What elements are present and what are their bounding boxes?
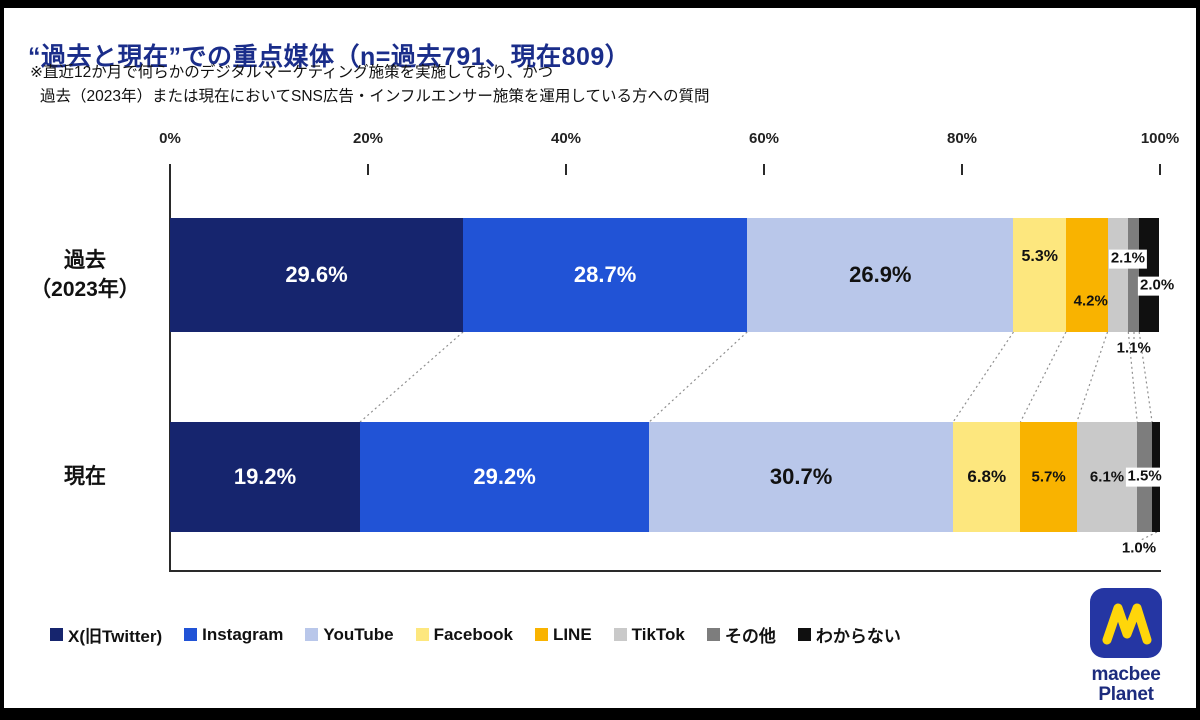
- subtitle-line-2: 過去（2023年）または現在においてSNS広告・インフルエンサー施策を運用してい…: [40, 88, 710, 105]
- segment-value-label: 6.1%: [1089, 468, 1125, 486]
- axis-tick: [565, 164, 567, 175]
- bar-segment: [1107, 218, 1129, 332]
- x-axis-tick-label: 40%: [550, 130, 582, 147]
- legend-label: わからない: [815, 627, 901, 646]
- x-axis-tick-label: 80%: [946, 130, 978, 147]
- legend-label: X(旧Twitter): [68, 627, 163, 646]
- macbee-logo-mark: [1090, 588, 1162, 658]
- legend-swatch: [305, 628, 319, 641]
- legend-label: Instagram: [202, 624, 284, 644]
- x-axis-tick-label: 20%: [352, 130, 384, 147]
- axis-tick: [763, 164, 765, 175]
- legend-item: その他: [706, 622, 776, 647]
- macbee-planet-logo: macbee Planet: [1084, 588, 1168, 705]
- legend-swatch: [706, 628, 720, 641]
- bar-segment: [649, 422, 954, 532]
- legend-label: YouTube: [323, 624, 394, 644]
- bar-segment: [1128, 218, 1140, 332]
- axis-tick: [169, 164, 171, 175]
- x-axis-tick-label: 0%: [159, 130, 181, 147]
- bar-segment: [747, 218, 1014, 332]
- legend-swatch: [534, 628, 548, 641]
- legend-item: X(旧Twitter): [50, 622, 162, 647]
- stacked-bar-row: [170, 422, 1160, 532]
- y-axis-line: [169, 175, 171, 570]
- x-axis-tick-label: 60%: [748, 130, 780, 147]
- segment-value-label: 28.7%: [573, 262, 637, 287]
- legend-swatch: [415, 628, 429, 641]
- bar-segment: [170, 218, 464, 332]
- brand-name-line1: macbee: [1091, 664, 1161, 685]
- legend-item: TikTok: [613, 624, 685, 645]
- segment-value-label: 1.0%: [1121, 539, 1157, 557]
- legend-item: わからない: [797, 622, 901, 647]
- segment-value-label: 29.2%: [473, 464, 536, 489]
- subtitle-line-1: ※直近12か月で何らかのデジタルマーケティング施策を実施しており、かつ: [30, 64, 554, 81]
- axis-tick: [961, 164, 963, 175]
- bar-segment: [1020, 422, 1077, 532]
- bar-segment: [463, 218, 748, 332]
- legend-label: Facebook: [433, 624, 513, 644]
- legend-item: Instagram: [184, 625, 283, 645]
- segment-value-label: 1.5%: [1125, 467, 1164, 487]
- category-label: 過去 （2023年）: [30, 248, 140, 301]
- bar-segment: [360, 422, 650, 532]
- bar-segment: [170, 422, 361, 532]
- segment-value-label: 26.9%: [849, 262, 912, 287]
- axis-tick: [367, 164, 369, 175]
- segment-value-label: 6.8%: [967, 467, 1007, 486]
- bar-segment: [1065, 218, 1108, 332]
- segment-value-label: 5.7%: [1031, 468, 1066, 486]
- legend-label: TikTok: [631, 624, 685, 644]
- chart-legend: X(旧Twitter) Instagram YouTube Facebook LINE T…: [50, 622, 901, 647]
- legend-item: LINE: [534, 624, 592, 645]
- segment-value-label: 2.0%: [1138, 276, 1177, 296]
- legend-item: YouTube: [305, 624, 394, 645]
- legend-swatch: [613, 628, 627, 641]
- bar-segment: [953, 422, 1021, 532]
- x-axis-line: [169, 570, 1161, 572]
- page-title: “過去と現在”での重点媒体（n=過去791、現在809）: [28, 42, 631, 71]
- legend-label: その他: [724, 627, 776, 646]
- stacked-bar-row: [170, 218, 1160, 332]
- legend-swatch: [797, 628, 811, 641]
- legend-swatch: [50, 628, 63, 641]
- bar-segment: [1013, 218, 1066, 332]
- legend-label: LINE: [552, 624, 592, 644]
- x-axis-tick-label: 100%: [1140, 130, 1180, 147]
- category-label: 現在: [64, 465, 106, 489]
- bar-segment: [1139, 218, 1159, 332]
- segment-value-label: 2.1%: [1108, 249, 1148, 269]
- segment-value-label: 5.3%: [1021, 248, 1058, 265]
- axis-tick: [1159, 164, 1161, 175]
- segment-value-label: 19.2%: [233, 464, 297, 489]
- legend-swatch: [184, 628, 198, 641]
- segment-value-label: 29.6%: [285, 262, 348, 287]
- segment-value-label: 1.1%: [1116, 339, 1151, 357]
- segment-value-label: 4.2%: [1073, 292, 1108, 310]
- legend-item: Facebook: [415, 624, 513, 645]
- segment-value-label: 30.7%: [769, 464, 833, 489]
- brand-name-line2: Planet: [1098, 683, 1154, 705]
